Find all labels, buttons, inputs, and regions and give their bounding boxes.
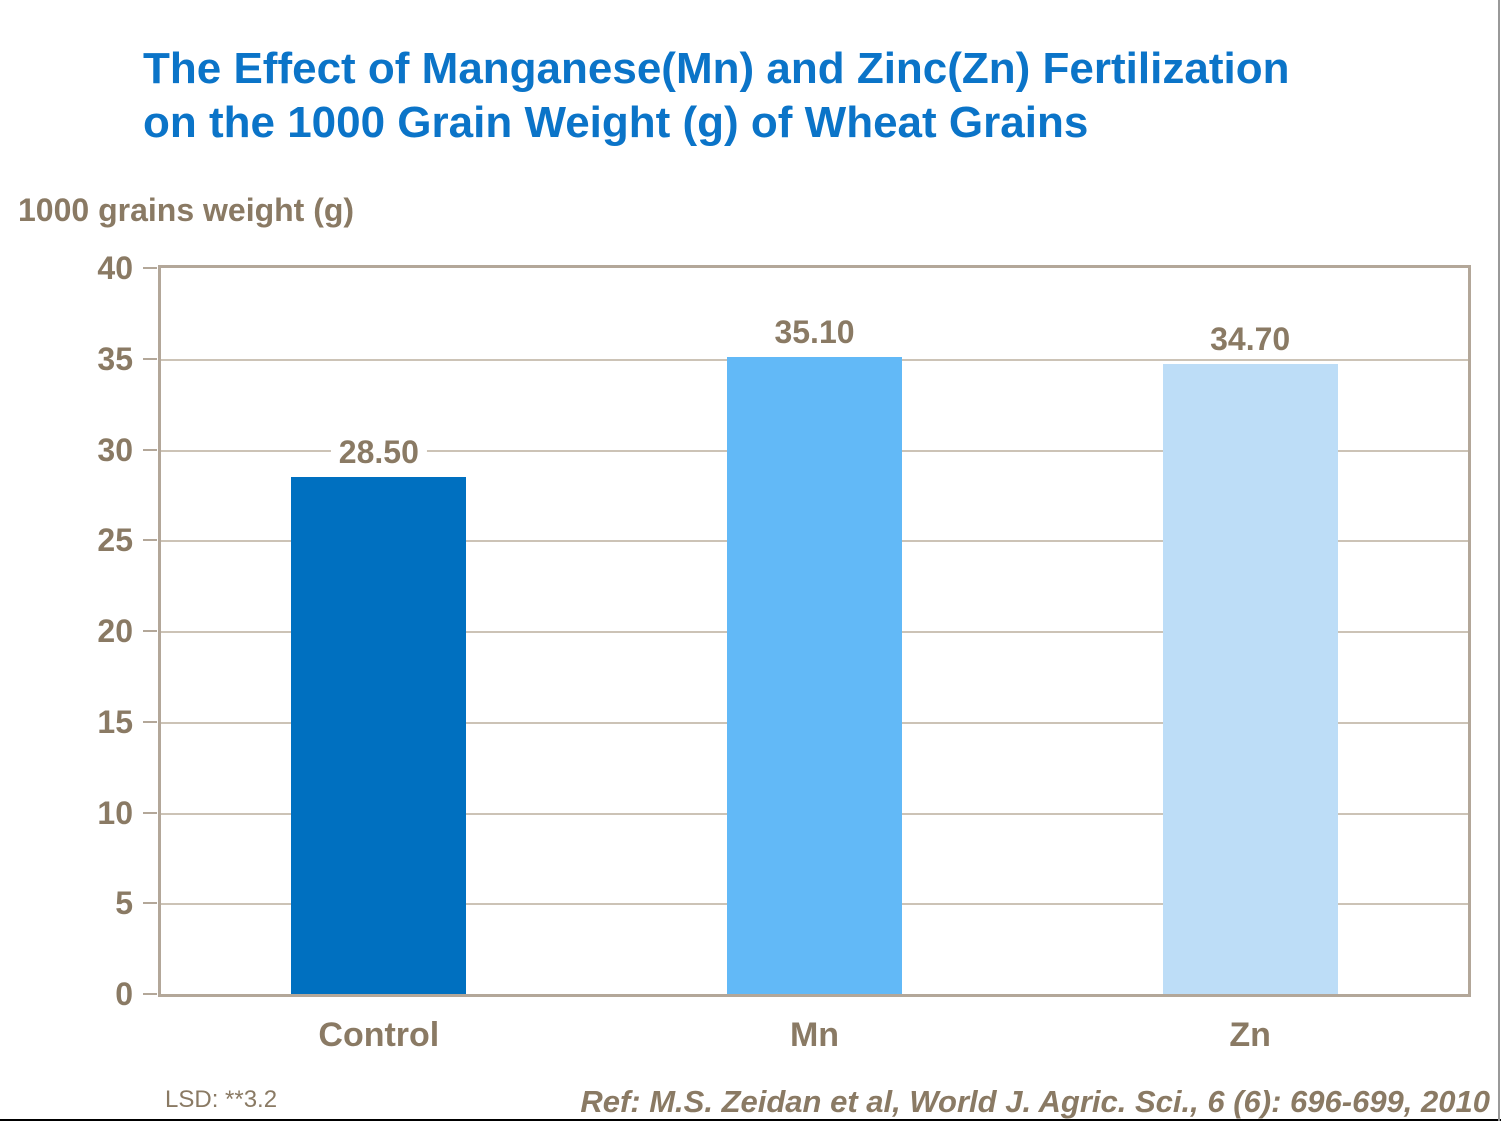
y-axis-tick-label: 25 [97,522,133,559]
y-axis-tick-label: 20 [97,613,133,649]
lsd-note: LSD: **3.2 [165,1086,278,1113]
chart-title-line2: on the 1000 Grain Weight (g) of Wheat Gr… [143,98,1089,147]
y-axis-tick [143,448,157,451]
bar-value-label: 34.70 [1202,322,1299,357]
x-axis-category-label: Mn [789,1016,840,1054]
y-axis-tick-label: 30 [97,431,133,468]
y-axis-tick-label: 5 [115,885,133,922]
bar-mn [727,356,902,994]
y-axis-tick [143,539,157,542]
y-axis-tick-label: 40 [97,250,133,286]
y-axis-tick [143,811,157,814]
y-axis-tick-label: 10 [97,794,133,831]
y-axis-title: 1000 grains weight (g) [18,192,355,228]
x-axis-category-label: Zn [1229,1016,1271,1054]
bar-control [291,476,467,994]
y-axis-tick [143,993,157,995]
right-edge-line [1498,0,1500,1121]
y-axis-tick-label: 35 [97,340,133,377]
chart-title: The Effect of Manganese(Mn) and Zinc(Zn)… [143,42,1289,150]
x-axis-category-label: Control [318,1016,440,1054]
bar-value-label: 28.50 [330,434,427,469]
y-axis-tick [143,720,157,723]
y-axis-tick [143,357,157,360]
bar-zn [1162,364,1338,994]
bar-value-label: 35.10 [766,314,863,349]
plot-area [158,265,1471,997]
y-axis-tick [143,902,157,905]
y-axis-tick [143,267,157,269]
y-axis-tick [143,630,157,632]
ref-note: Ref: M.S. Zeidan et al, World J. Agric. … [580,1084,1490,1119]
bottom-rule [0,1119,1501,1121]
y-axis-tick-label: 15 [97,703,133,740]
y-axis-tick-label: 0 [115,976,133,1012]
chart-title-line1: The Effect of Manganese(Mn) and Zinc(Zn)… [143,44,1290,93]
